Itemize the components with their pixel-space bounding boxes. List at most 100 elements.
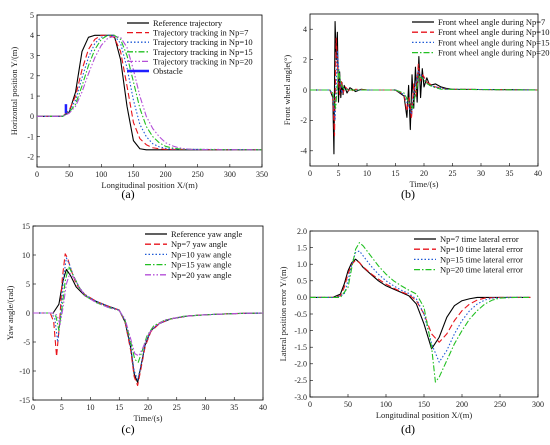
y-tick-label: -2.5	[294, 376, 307, 385]
series-line-3	[37, 34, 262, 151]
y-axis-label: Horizontal position Y/(m)	[9, 47, 19, 136]
y-tick-label: 4	[303, 25, 307, 34]
x-tick-label: 100	[95, 170, 107, 179]
x-tick-label: 35	[230, 403, 238, 412]
y-tick-label: 5	[26, 280, 30, 289]
series-group	[33, 253, 263, 387]
panel-label: (c)	[121, 422, 134, 436]
x-tick-label: 300	[224, 170, 236, 179]
legend-label: Trajectory tracking in Np=15	[153, 47, 253, 57]
panel-a: 0 50 100 150 200 250 300 350 -2 -1 0 1 2 3 4 5 Longitudi…	[9, 11, 268, 190]
y-tick-label: 5	[30, 11, 34, 20]
series-line-0	[33, 268, 263, 384]
legend-label: Front wheel angle during Np=7	[438, 17, 545, 27]
x-tick-label: 0	[308, 169, 312, 178]
series-line-1	[310, 259, 531, 343]
x-tick-label: 20	[144, 403, 152, 412]
x-tick-label: 25	[173, 403, 181, 412]
series-group	[310, 242, 531, 383]
x-tick-label: 250	[192, 170, 204, 179]
x-tick-label: 150	[418, 400, 430, 409]
legend-label: Np=15 yaw angle	[171, 260, 232, 270]
x-tick-label: 250	[494, 400, 506, 409]
y-tick-label: 0.5	[297, 277, 307, 286]
series-line-2	[310, 250, 531, 363]
x-tick-label: 35	[506, 169, 514, 178]
y-tick-label: -4	[300, 147, 307, 156]
panel-label: (d)	[401, 422, 415, 436]
y-tick-label: 2	[30, 72, 34, 81]
series-group	[37, 34, 262, 151]
series-line-1	[37, 34, 262, 151]
series-line-0	[310, 258, 531, 350]
x-tick-label: 40	[259, 403, 267, 412]
legend-label: Reference yaw angle	[171, 229, 242, 239]
series-line-3	[310, 69, 538, 109]
x-tick-label: 40	[534, 169, 542, 178]
legend-label: Np=15 time lateral error	[440, 254, 523, 264]
series-group	[310, 21, 538, 155]
y-tick-label: -10	[19, 367, 30, 376]
y-tick-label: -1.5	[294, 343, 307, 352]
x-tick-label: 200	[160, 170, 172, 179]
x-axis-label: Time/(s)	[410, 179, 439, 189]
y-tick-label: -3.0	[294, 393, 307, 402]
x-axis-label: Longitudinal position X/(m)	[101, 180, 197, 190]
y-axis-label: Lateral position error Y/(m)	[278, 266, 288, 361]
series-line-1	[33, 253, 263, 387]
panel-c: 0 5 10 15 20 25 30 35 40 -15 -10 -5 0 5 10 15 Time/(s) Ya…	[5, 222, 267, 423]
legend-label: Np=7 yaw angle	[171, 239, 227, 249]
y-tick-label: 3	[30, 51, 34, 60]
y-tick-label: 15	[22, 222, 30, 231]
plot-frame	[36, 14, 263, 168]
legend-label: Np=20 yaw angle	[171, 270, 232, 280]
legend-label: Front wheel angle during Np=15	[438, 37, 550, 47]
x-tick-label: 50	[65, 170, 73, 179]
x-tick-label: 10	[363, 169, 371, 178]
panel-label: (a)	[121, 187, 134, 201]
y-tick-label: 0.0	[297, 293, 307, 302]
series-line-2	[37, 34, 262, 151]
y-tick-label: -2	[27, 153, 34, 162]
x-tick-label: 25	[449, 169, 457, 178]
x-tick-label: 200	[456, 400, 468, 409]
y-tick-label: 4	[30, 31, 34, 40]
x-tick-label: 10	[87, 403, 95, 412]
legend-label: Np=7 time lateral error	[440, 234, 519, 244]
y-axis-label: Front wheel angle(°)	[282, 55, 292, 126]
legend-label: Reference trajectory	[153, 18, 223, 28]
y-tick-label: 0	[303, 86, 307, 95]
y-tick-label: -1.0	[294, 326, 307, 335]
y-tick-label: -2.0	[294, 360, 307, 369]
legend-label: Trajectory tracking in Np=20	[153, 56, 253, 66]
y-tick-label: -1	[27, 132, 34, 141]
y-axis-label: Yaw angle/(rad)	[5, 286, 15, 341]
series-line-4	[33, 273, 263, 357]
legend-label: Front wheel angle during Np=10	[438, 27, 550, 37]
series-line-0	[37, 34, 262, 151]
y-tick-label: 2	[303, 55, 307, 64]
x-tick-label: 5	[60, 403, 64, 412]
legend-label: Obstacle	[153, 66, 183, 76]
y-tick-label: 0	[30, 112, 34, 121]
legend-label: Np=10 yaw angle	[171, 249, 232, 259]
series-line-3	[310, 242, 531, 383]
y-tick-label: 10	[22, 251, 30, 260]
x-tick-label: 300	[532, 400, 544, 409]
x-tick-label: 5	[337, 169, 341, 178]
x-tick-label: 30	[477, 169, 485, 178]
panel-b: 0 5 10 15 20 25 30 35 40 -4 -2 0 2 4 Time/(s) Front whe…	[282, 13, 550, 189]
y-tick-label: -2	[300, 116, 307, 125]
x-tick-label: 0	[308, 400, 312, 409]
legend-label: Np=10 time lateral error	[440, 244, 523, 254]
y-tick-label: 2.0	[297, 227, 307, 236]
y-tick-label: 1	[30, 92, 34, 101]
x-tick-label: 350	[256, 170, 268, 179]
y-tick-label: 0	[26, 309, 30, 318]
x-tick-label: 15	[392, 169, 400, 178]
